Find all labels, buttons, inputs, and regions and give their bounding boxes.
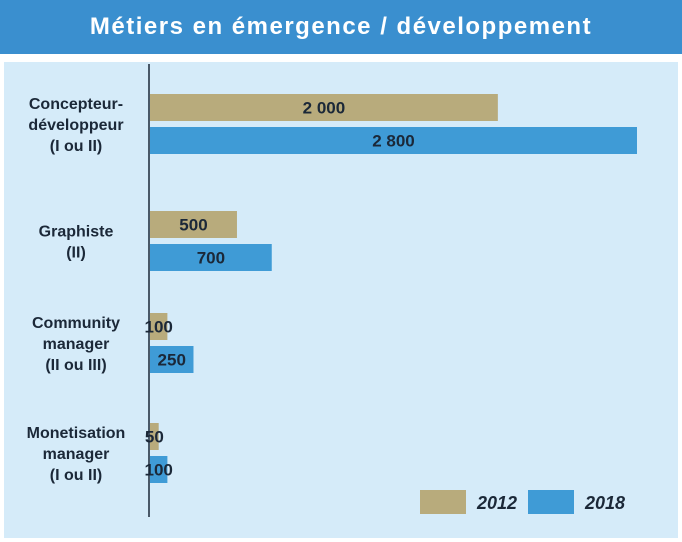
bar-value-label: 2 000 [303, 99, 346, 118]
bar-2012-2 [150, 313, 168, 340]
chart-title: Métiers en émergence / développement [89, 13, 593, 40]
bar-value-label: 100 [145, 318, 173, 337]
bar-2012-0 [150, 94, 498, 121]
title-bar: Métiers en émergence / développement [0, 0, 682, 54]
bar-2018-2 [150, 346, 194, 373]
category-label: (II) [66, 245, 86, 262]
bar-2018-1 [150, 244, 272, 271]
category-label: (I ou II) [50, 467, 102, 484]
category-label: Graphiste [39, 224, 114, 241]
bar-2018-3 [150, 456, 168, 483]
category-label: manager [43, 446, 110, 463]
legend-swatch-2018 [528, 490, 574, 514]
category-label: développeur [28, 117, 123, 134]
bar-2012-3 [150, 423, 159, 450]
bar-value-label: 250 [158, 351, 186, 370]
bar-value-label: 2 800 [372, 132, 415, 151]
category-label: manager [43, 336, 110, 353]
bar-2012-1 [150, 211, 237, 238]
legend-swatch-2012 [420, 490, 466, 514]
legend-label-2012: 2012 [476, 493, 517, 513]
bar-value-label: 50 [145, 428, 164, 447]
bar-value-label: 100 [145, 461, 173, 480]
category-label: Monetisation [27, 425, 126, 442]
bar-value-label: 700 [197, 249, 225, 268]
bar-value-label: 500 [179, 216, 207, 235]
bar-2018-0 [150, 127, 637, 154]
category-label: (II ou III) [45, 357, 106, 374]
legend-label-2018: 2018 [584, 493, 625, 513]
category-label: Community [32, 315, 120, 332]
category-label: Concepteur- [29, 96, 123, 113]
category-label: (I ou II) [50, 138, 102, 155]
